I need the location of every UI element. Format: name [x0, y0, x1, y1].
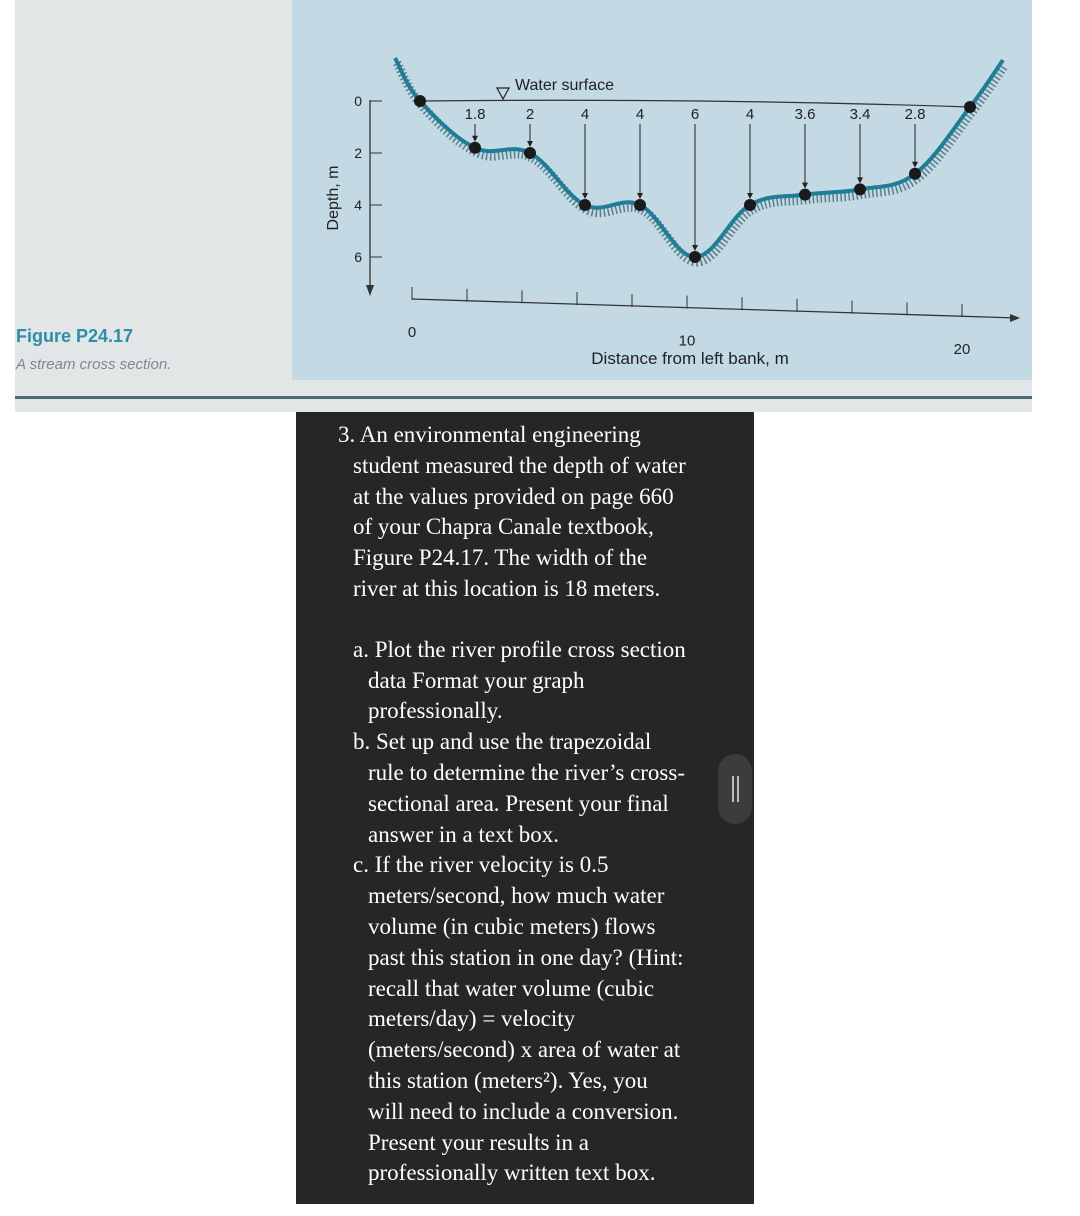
- depth-point: [909, 167, 921, 180]
- depth-label: 3.4: [850, 106, 871, 123]
- question-intro-line: at the values provided on page 660: [353, 483, 674, 509]
- question-part-line: (meters/second) x area of water at: [368, 1037, 681, 1063]
- question-part-line: a. Plot the river profile cross section: [353, 636, 686, 662]
- depth-point: [964, 101, 976, 113]
- depth-label: 4: [636, 106, 644, 123]
- depth-label: 2.8: [905, 106, 926, 123]
- question-intro-line: student measured the depth of water: [353, 452, 686, 478]
- y-tick-label: 2: [354, 145, 362, 161]
- question-part-line: will need to include a conversion.: [368, 1098, 679, 1124]
- x-tick-label: 20: [954, 341, 971, 358]
- question-intro-line: Figure P24.17. The width of the: [353, 545, 648, 571]
- depth-point: [524, 147, 536, 159]
- question-part-line: professionally written text box.: [368, 1160, 656, 1186]
- depth-label: 2: [526, 106, 534, 123]
- depth-point: [469, 141, 481, 154]
- depth-point: [689, 251, 701, 263]
- depth-label: 3.6: [795, 106, 816, 123]
- depth-point: [634, 199, 646, 211]
- depth-point: [414, 95, 426, 107]
- question-part-line: professionally.: [368, 698, 503, 724]
- water-surface-label: Water surface: [515, 77, 614, 94]
- y-axis-label: Depth, m: [325, 166, 342, 231]
- x-axis-label: Distance from left bank, m: [591, 349, 788, 368]
- arrowhead-icon: [747, 193, 753, 199]
- depth-point: [744, 199, 756, 211]
- depth-point: [799, 188, 811, 201]
- question-part-line: answer in a text box.: [368, 821, 559, 847]
- water-surface-triangle-icon: [495, 87, 511, 101]
- y-tick-label: 4: [354, 197, 362, 213]
- question-intro-line: of your Chapra Canale textbook,: [353, 514, 654, 540]
- depth-label: 4: [746, 106, 754, 123]
- question-part-line: this station (meters²). Yes, you: [368, 1068, 648, 1093]
- depth-point: [854, 183, 866, 196]
- arrowhead-icon: [472, 135, 478, 142]
- arrowhead-icon: [637, 193, 643, 199]
- question-part-line: sectional area. Present your final: [368, 790, 669, 816]
- depth-label: 4: [581, 106, 589, 123]
- arrowhead-icon: [692, 245, 698, 251]
- x-tick-label: 0: [408, 324, 416, 341]
- figure-background: [292, 0, 1032, 380]
- arrowhead-icon: [802, 182, 808, 189]
- question-intro-line: river at this location is 18 meters.: [353, 576, 661, 601]
- depth-label: 6: [691, 106, 699, 123]
- question-panel: [296, 412, 754, 1204]
- y-axis-arrow-icon: [366, 285, 374, 296]
- x-tick-label: 10: [679, 333, 696, 350]
- arrowhead-icon: [582, 193, 588, 199]
- question-part-line: b. Set up and use the trapezoidal: [353, 729, 652, 755]
- y-tick-label: 6: [354, 249, 362, 265]
- depth-point: [579, 199, 591, 211]
- question-part-line: data Format your graph: [368, 667, 585, 693]
- question-part-line: volume (in cubic meters) flows: [368, 914, 656, 939]
- arrowhead-icon: [527, 141, 533, 147]
- x-axis-arrow-icon: [1010, 314, 1020, 322]
- stream-cross-section-chart: 0 2 4 6 0 10 20 1.8 2 4 4 6 4 3.6 3.4 2.8 Depth, m Dis…: [325, 56, 1020, 368]
- divider: [15, 396, 1032, 399]
- water-surface-line: [419, 99, 971, 108]
- figure-title: Figure P24.17: [16, 326, 134, 346]
- figure-caption: A stream cross section.: [16, 356, 172, 373]
- question-part-line: rule to determine the river’s cross-: [368, 760, 685, 785]
- question-intro-line: 3. An environmental engineering: [338, 422, 641, 447]
- arrowhead-icon: [912, 161, 918, 168]
- depth-label: 1.8: [465, 106, 486, 123]
- arrowhead-icon: [857, 177, 863, 184]
- question-part-line: past this station in one day? (Hint:: [368, 944, 684, 970]
- question-part-line: meters/second, how much water: [368, 883, 665, 909]
- question-part-line: c. If the river velocity is 0.5: [353, 852, 609, 878]
- question-part-line: meters/day) = velocity: [368, 1006, 576, 1032]
- question-part-line: recall that water volume (cubic: [368, 975, 655, 1001]
- x-axis: [411, 298, 1019, 319]
- y-tick-label: 0: [354, 93, 362, 109]
- question-part-line: Present your results in a: [368, 1129, 590, 1155]
- scroll-handle[interactable]: [718, 754, 752, 824]
